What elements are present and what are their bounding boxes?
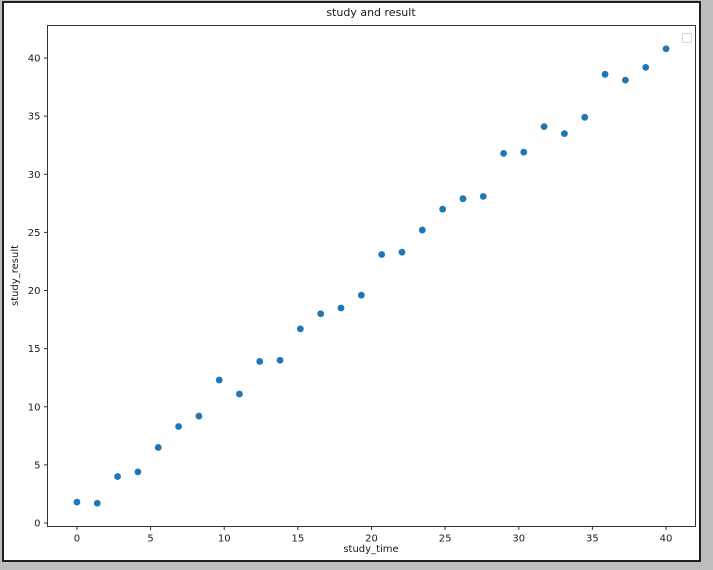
data-point (296, 325, 304, 333)
x-tick-label: 10 (218, 534, 231, 545)
data-point (175, 423, 182, 430)
data-point (235, 390, 243, 398)
data-point (256, 358, 264, 365)
data-point (337, 304, 345, 312)
y-tick-label: 10 (28, 402, 41, 413)
x-axis-label: study_time (343, 544, 399, 555)
y-tick-label: 40 (28, 54, 41, 65)
data-point (601, 70, 609, 78)
y-tick-label: 20 (28, 286, 41, 297)
data-point (134, 468, 142, 476)
data-point (418, 226, 426, 234)
x-tick-label: 15 (291, 534, 304, 545)
data-point (621, 76, 629, 84)
data-point (642, 63, 650, 71)
data-point (479, 192, 487, 200)
x-tick-label: 20 (365, 534, 378, 545)
data-point (439, 205, 447, 213)
axes-frame (47, 25, 696, 527)
data-point (114, 473, 122, 480)
y-tick-label: 5 (34, 460, 40, 471)
data-point (520, 148, 528, 156)
y-tick-label: 15 (28, 344, 41, 355)
x-tick-label: 40 (660, 534, 673, 545)
data-point (662, 45, 670, 53)
data-point (378, 251, 386, 258)
data-point (93, 499, 101, 507)
legend-box (682, 33, 692, 43)
data-point (500, 149, 508, 157)
x-tick-label: 25 (439, 534, 452, 545)
y-tick-label: 30 (28, 170, 41, 181)
data-point (581, 113, 589, 121)
x-tick-label: 0 (74, 534, 80, 545)
chart-title: study and result (326, 6, 416, 19)
data-point (398, 248, 406, 256)
x-tick-label: 30 (512, 534, 525, 545)
figure-canvas: study and result 0 5 10 15 20 25 30 35 40 0 5 10 15 2… (2, 1, 701, 562)
data-point (215, 376, 223, 384)
data-point (317, 310, 325, 318)
data-point (73, 498, 81, 506)
data-point (561, 130, 568, 138)
data-point (154, 444, 162, 451)
data-point (540, 123, 548, 131)
data-point (276, 356, 284, 364)
x-tick-label: 5 (147, 534, 153, 545)
x-tick-label: 35 (586, 534, 599, 545)
y-tick-label: 25 (28, 228, 41, 239)
y-tick-label: 0 (34, 519, 40, 530)
y-tick-label: 35 (28, 112, 41, 123)
data-point (459, 195, 467, 203)
data-point (195, 412, 203, 420)
y-axis-label: study_result (10, 244, 21, 307)
scatter-plot: 0 5 10 15 20 25 30 35 40 0 5 10 15 20 25 30 35 40 (28, 25, 696, 545)
data-point (357, 291, 365, 299)
